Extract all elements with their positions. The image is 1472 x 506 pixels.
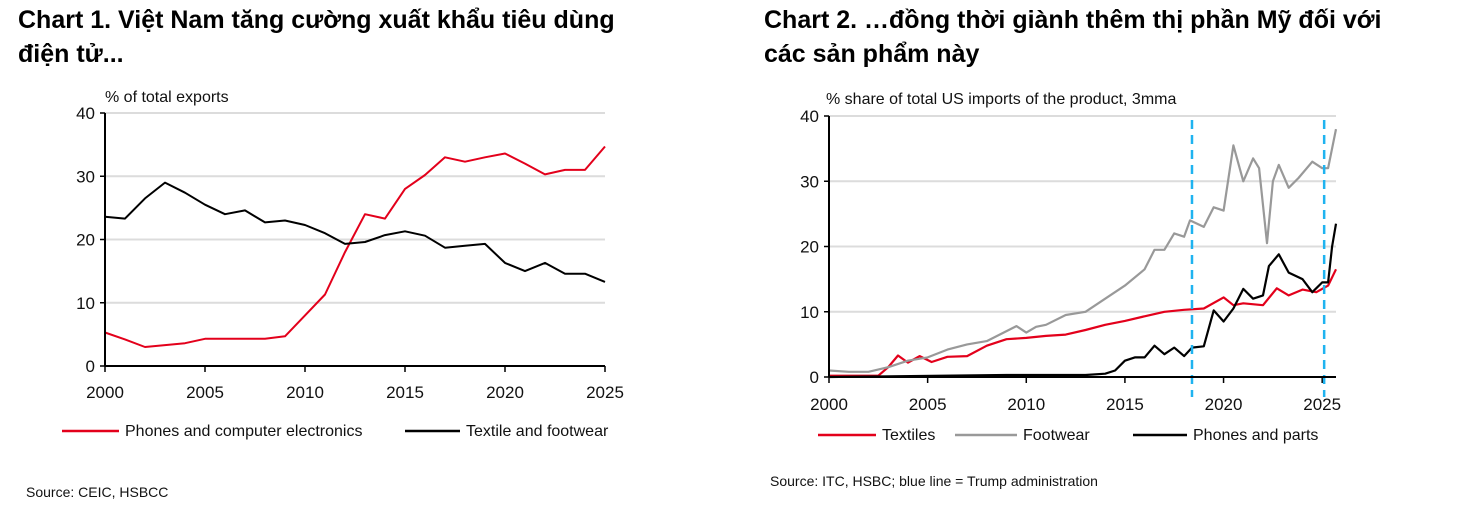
y-axis-label: % of total exports bbox=[105, 89, 229, 106]
y-tick-label: 0 bbox=[86, 357, 95, 376]
y-tick-label: 20 bbox=[800, 238, 819, 257]
chart-2: Chart 2. …đồng thời giành thêm thị phần … bbox=[764, 6, 1381, 489]
legend-label: Phones and parts bbox=[1193, 427, 1318, 444]
y-tick-label: 0 bbox=[810, 368, 819, 387]
x-tick-label: 2000 bbox=[810, 395, 848, 414]
series-line-phones-and-computer-electronics bbox=[104, 145, 606, 348]
series-line-footwear bbox=[828, 128, 1338, 373]
series-line-textile-and-footwear bbox=[104, 181, 606, 283]
source-note: Source: CEIC, HSBCC bbox=[26, 484, 168, 500]
y-tick-label: 30 bbox=[800, 172, 819, 191]
source-note: Source: ITC, HSBC; blue line = Trump adm… bbox=[770, 473, 1098, 489]
y-tick-label: 20 bbox=[76, 231, 95, 250]
series-line-textiles bbox=[829, 268, 1337, 377]
x-tick-label: 2025 bbox=[1303, 395, 1341, 414]
legend-label: Textile and footwear bbox=[466, 423, 609, 440]
x-tick-label: 2015 bbox=[386, 383, 424, 402]
legend-label: Textiles bbox=[882, 427, 935, 444]
x-tick-label: 2015 bbox=[1106, 395, 1144, 414]
y-tick-label: 30 bbox=[76, 167, 95, 186]
chart-title: Chart 2. …đồng thời giành thêm thị phần … bbox=[764, 6, 1381, 34]
x-tick-label: 2020 bbox=[1205, 395, 1243, 414]
x-tick-label: 2025 bbox=[586, 383, 624, 402]
legend-label: Phones and computer electronics bbox=[125, 423, 362, 440]
y-tick-label: 10 bbox=[76, 294, 95, 313]
chart-1: Chart 1. Việt Nam tăng cường xuất khẩu t… bbox=[18, 6, 624, 500]
chart-title: điện tử... bbox=[18, 40, 124, 68]
y-axis-label: % share of total US imports of the produ… bbox=[826, 91, 1176, 108]
x-tick-label: 2005 bbox=[186, 383, 224, 402]
x-tick-label: 2010 bbox=[286, 383, 324, 402]
x-tick-label: 2010 bbox=[1007, 395, 1045, 414]
chart-title: các sản phẩm này bbox=[764, 40, 979, 68]
y-tick-label: 40 bbox=[800, 107, 819, 126]
x-tick-label: 2020 bbox=[486, 383, 524, 402]
legend-label: Footwear bbox=[1023, 427, 1090, 444]
x-tick-label: 2005 bbox=[909, 395, 947, 414]
y-tick-label: 40 bbox=[76, 104, 95, 123]
x-tick-label: 2000 bbox=[86, 383, 124, 402]
series-line-phones-and-parts bbox=[828, 223, 1338, 379]
y-tick-label: 10 bbox=[800, 303, 819, 322]
chart-title: Chart 1. Việt Nam tăng cường xuất khẩu t… bbox=[18, 6, 615, 34]
